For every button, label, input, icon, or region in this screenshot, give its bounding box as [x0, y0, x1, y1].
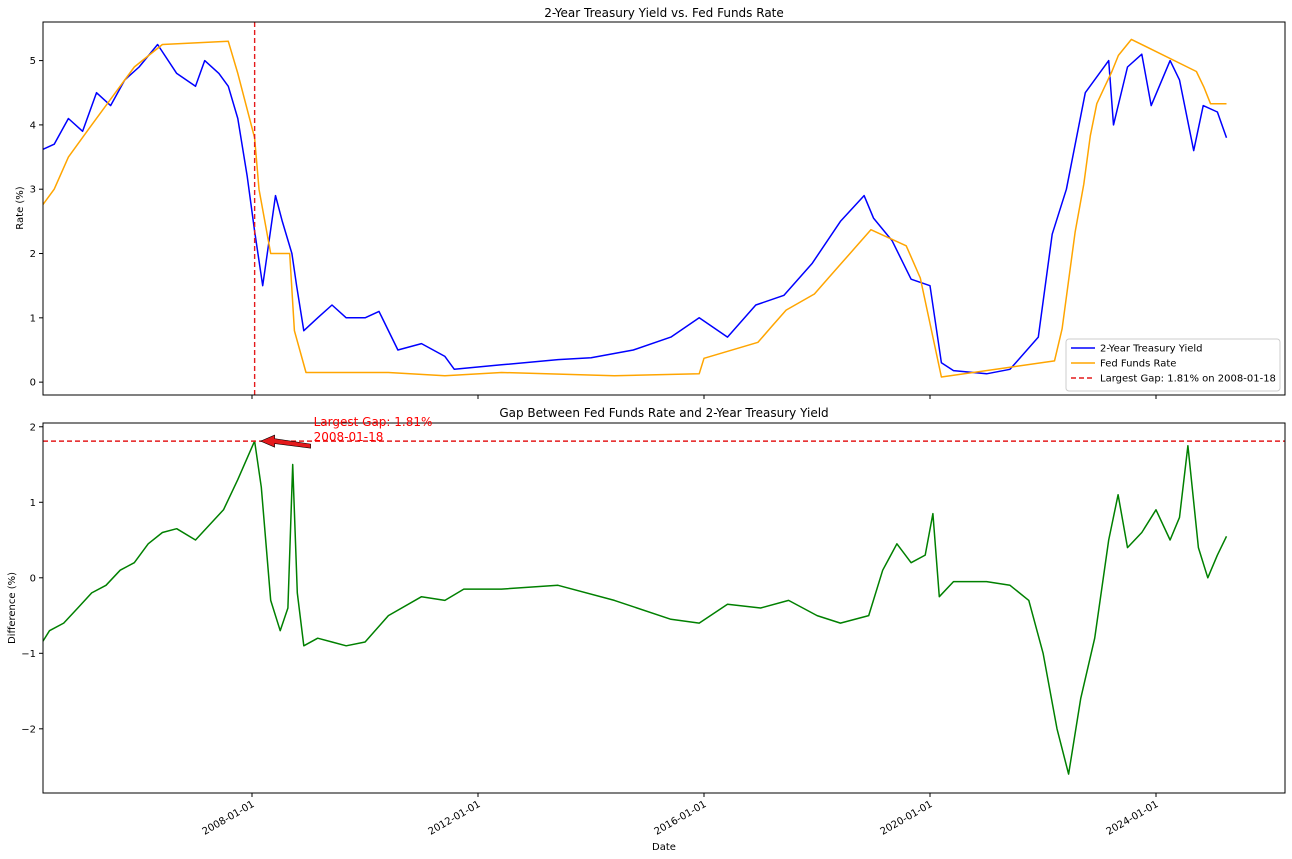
bottom-y-axis: −2 −1 0 1 2: [21, 422, 43, 735]
annotation-text-line1: Largest Gap: 1.81%: [314, 415, 433, 429]
top-plot-frame: [42, 21, 1286, 396]
x-tick-label: 2012-01-01: [427, 799, 483, 838]
bottom-y-tick-label: −1: [21, 649, 36, 660]
top-y-tick-label: 0: [30, 378, 36, 389]
top-y-tick-label: 3: [30, 185, 36, 196]
bottom-chart-title: Gap Between Fed Funds Rate and 2-Year Tr…: [499, 406, 828, 420]
bottom-y-axis-label: Difference (%): [7, 572, 18, 644]
top-chart-panel: 2-Year Treasury Yield vs. Fed Funds Rate…: [15, 6, 1286, 399]
x-tick-label: 2020-01-01: [879, 799, 935, 838]
annotation-text-line2: 2008-01-18: [314, 430, 384, 444]
top-y-tick-label: 5: [30, 56, 36, 67]
bottom-y-tick-label: 2: [30, 422, 36, 433]
top-y-tick-label: 1: [30, 313, 36, 324]
bottom-y-tick-label: 1: [30, 498, 36, 509]
bottom-plot-frame: [42, 422, 1286, 794]
legend-label-yield: 2-Year Treasury Yield: [1100, 344, 1203, 355]
top-series-line-1: [43, 38, 1227, 378]
top-series-group: [43, 38, 1228, 378]
bottom-chart-panel: Gap Between Fed Funds Rate and 2-Year Tr…: [7, 406, 1286, 853]
x-tick-label: 2024-01-01: [1105, 799, 1161, 838]
bottom-y-tick-label: 0: [30, 573, 36, 584]
bottom-y-tick-label: −2: [21, 724, 36, 735]
top-y-axis: 0 1 2 3 4 5: [30, 56, 43, 389]
top-legend: 2-Year Treasury Yield Fed Funds Rate Lar…: [1065, 338, 1281, 392]
top-y-axis-label: Rate (%): [15, 186, 26, 230]
largest-gap-annotation: Largest Gap: 1.81% 2008-01-18: [259, 415, 433, 449]
annotation-arrow: [259, 434, 311, 449]
x-axis-label: Date: [652, 842, 676, 853]
top-chart-title: 2-Year Treasury Yield vs. Fed Funds Rate: [544, 6, 784, 20]
top-x-axis: [251, 395, 1157, 399]
bottom-series-line-0: [43, 440, 1228, 775]
top-series-line-0: [43, 43, 1228, 375]
top-y-tick-label: 4: [30, 120, 36, 131]
legend-label-largest-gap: Largest Gap: 1.81% on 2008-01-18: [1100, 374, 1276, 385]
x-tick-label: 2016-01-01: [653, 799, 709, 838]
x-tick-label: 2008-01-01: [201, 799, 257, 838]
legend-label-fed-funds: Fed Funds Rate: [1100, 359, 1176, 370]
top-y-tick-label: 2: [30, 249, 36, 260]
bottom-series-group: [43, 440, 1228, 775]
bottom-x-axis: 2008-01-01 2012-01-01 2016-01-01 2020-01-01…: [201, 793, 1161, 838]
legend-box: [1065, 338, 1281, 392]
